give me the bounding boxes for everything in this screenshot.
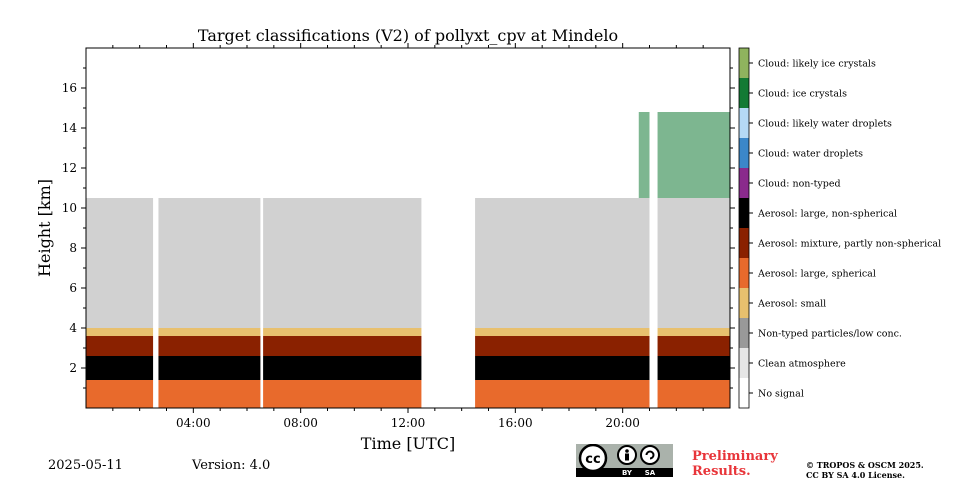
cc-by-sa-icon: cc BY SA <box>576 443 673 477</box>
version-label: Version: 4.0 <box>192 458 271 473</box>
colorbar-label: Cloud: likely water droplets <box>758 119 892 130</box>
no-data-gap <box>260 48 264 408</box>
no-data-gap <box>421 48 476 408</box>
x-tick-label: 12:00 <box>391 416 426 430</box>
copyright-notice: © TROPOS & OSCM 2025. CC BY SA 4.0 Licen… <box>806 460 956 480</box>
colorbar-label: Cloud: ice crystals <box>758 89 847 100</box>
y-tick-label: 10 <box>62 201 77 215</box>
colorbar-swatch <box>739 228 749 258</box>
colorbar-label: Cloud: water droplets <box>758 149 863 160</box>
colorbar-swatch <box>739 378 749 408</box>
preliminary-line-2: Results. <box>692 464 751 479</box>
x-axis-label: Time [UTC] <box>361 434 455 453</box>
x-tick-label: 20:00 <box>605 416 640 430</box>
colorbar-swatch <box>739 318 749 348</box>
copyright-line-1: © TROPOS & OSCM 2025. <box>806 460 924 470</box>
colorbar-swatch <box>739 348 749 378</box>
x-tick-label: 16:00 <box>498 416 533 430</box>
class-layer <box>86 356 730 380</box>
y-tick-label: 8 <box>69 241 77 255</box>
y-tick-label: 12 <box>62 161 77 175</box>
class-layer <box>86 198 730 336</box>
colorbar-label: Aerosol: large, spherical <box>757 269 876 280</box>
preliminary-notice: Preliminary Results. <box>692 449 802 479</box>
class-layer <box>86 380 730 408</box>
cc-text: cc <box>585 452 600 467</box>
colorbar-swatch <box>739 258 749 288</box>
date-label: 2025-05-11 <box>48 458 123 473</box>
y-axis-label: Height [km] <box>35 179 54 277</box>
colorbar-label: Cloud: non-typed <box>758 179 841 190</box>
colorbar-swatch <box>739 138 749 168</box>
colorbar-swatch <box>739 78 749 108</box>
no-data-gaps <box>153 48 658 408</box>
no-data-gap <box>153 48 159 408</box>
colorbar-label: Non-typed particles/low conc. <box>758 329 902 340</box>
cc-by-text: BY <box>622 469 633 477</box>
no-data-gap <box>649 48 658 408</box>
colorbar-label: Aerosol: small <box>757 299 826 310</box>
colorbar-label: Aerosol: large, non-spherical <box>757 209 897 220</box>
class-colorbar: Cloud: likely ice crystals Cloud: ice cry… <box>739 48 941 408</box>
y-tick-label: 4 <box>69 321 77 335</box>
x-tick-label: 04:00 <box>176 416 211 430</box>
colorbar-swatch <box>739 288 749 318</box>
y-axis-ticks: 2 4 6 8 10 12 14 16 <box>62 67 735 389</box>
y-tick-label: 6 <box>69 281 77 295</box>
plot-area <box>86 48 730 408</box>
preliminary-line-1: Preliminary <box>692 449 778 464</box>
cc-sa-text: SA <box>645 469 656 477</box>
x-axis-ticks: 04:00 08:00 12:00 16:00 20:00 <box>112 43 704 430</box>
colorbar-label: Aerosol: mixture, partly non-spherical <box>757 239 941 250</box>
copyright-line-2: CC BY SA 4.0 License. <box>806 470 905 480</box>
colorbar-swatch <box>739 198 749 228</box>
y-tick-label: 2 <box>69 361 77 375</box>
colorbar-swatch <box>739 48 749 78</box>
colorbar-label: Clean atmosphere <box>758 359 846 370</box>
colorbar-label: No signal <box>758 389 804 400</box>
y-tick-label: 16 <box>62 81 77 95</box>
colorbar-swatch <box>739 108 749 138</box>
cc-license-badge: cc BY SA <box>576 443 673 481</box>
colorbar-swatch <box>739 168 749 198</box>
colorbar-label: Cloud: likely ice crystals <box>758 59 876 70</box>
chart-title: Target classifications (V2) of pollyxt_c… <box>198 26 618 45</box>
x-tick-label: 08:00 <box>283 416 318 430</box>
y-tick-label: 14 <box>62 121 78 135</box>
colorbar-frame <box>738 47 750 409</box>
